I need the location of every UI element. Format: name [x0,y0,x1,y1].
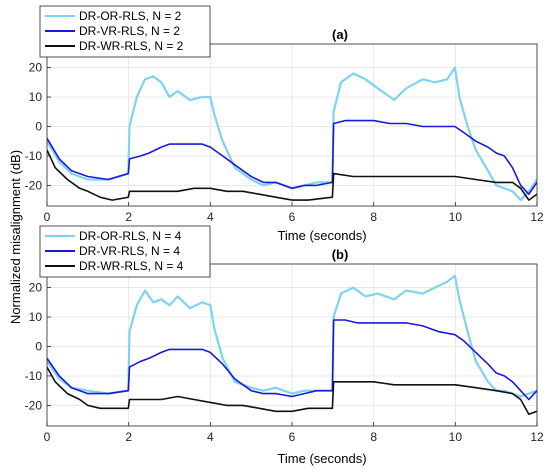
x-tick-label: 4 [207,430,214,444]
panel-b: 0 2 4 6 8 10 12 -20 -10 0 10 20 (b) Time (seconds) DR-… [25,225,544,466]
y-tick-label: 10 [29,90,43,104]
x-tick-label: 2 [125,210,132,224]
x-tick-label: 12 [530,210,544,224]
x-tick-label: 10 [449,430,463,444]
x-tick-label: 10 [449,210,463,224]
series-line [47,366,537,416]
legend-entry: DR-WR-RLS, N = 4 [79,259,184,273]
legend-entry: DR-VR-RLS, N = 2 [79,24,180,38]
legend-entry: DR-WR-RLS, N = 2 [79,39,184,53]
x-tick-label: 0 [44,210,51,224]
x-tick-label: 0 [44,430,51,444]
x-axis-label: Time (seconds) [277,228,366,243]
series-line [47,319,537,401]
y-tick-label: -20 [25,178,43,192]
legend-entry: DR-VR-RLS, N = 4 [79,244,180,258]
y-tick-label: 20 [29,281,43,295]
legend-entry: DR-OR-RLS, N = 4 [79,229,182,243]
series-line [47,119,537,195]
x-tick-label: 4 [207,210,214,224]
x-tick-label: 8 [370,430,377,444]
x-tick-label: 8 [370,210,377,224]
panel-a: 0 2 4 6 8 10 12 -20 -10 0 10 20 (a) Time (seconds) DR-… [25,5,544,243]
x-axis-label: Time (seconds) [277,451,366,466]
legend: DR-OR-RLS, N = 4DR-VR-RLS, N = 4DR-WR-RL… [39,225,211,278]
series-line [47,274,537,398]
shared-y-axis-label: Normalized misalignment (dB) [8,150,23,324]
x-tick-label: 2 [125,430,132,444]
y-tick-label: 0 [35,339,42,353]
panel-title: (b) [332,247,349,262]
x-tick-label: 12 [530,430,544,444]
legend-entry: DR-OR-RLS, N = 2 [79,9,182,23]
y-tick-label: 10 [29,310,43,324]
y-tick-label: -10 [25,149,43,163]
y-tick-label: -20 [25,398,43,412]
x-tick-label: 6 [289,430,296,444]
y-tick-label: 0 [35,119,42,133]
x-tick-label: 6 [289,210,296,224]
legend: DR-OR-RLS, N = 2DR-VR-RLS, N = 2DR-WR-RL… [39,5,211,58]
y-tick-label: 20 [29,61,43,75]
series-line [47,149,537,201]
y-tick-label: -10 [25,369,43,383]
panel-title: (a) [332,27,348,42]
